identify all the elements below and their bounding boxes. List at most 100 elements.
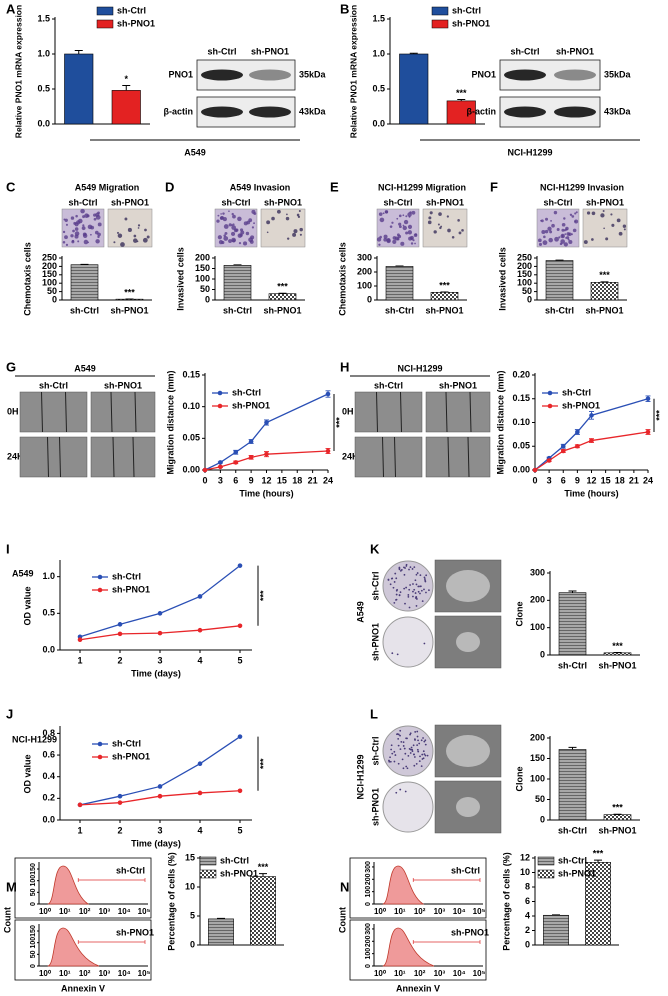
x-tick-label: 12: [261, 475, 271, 485]
y-tick-label: 100: [530, 622, 545, 632]
colony: [404, 602, 406, 605]
flow-x-tick-label: 10¹: [394, 907, 406, 916]
colony: [393, 760, 396, 763]
band: [554, 106, 596, 118]
x-tick-label: 6: [561, 475, 566, 485]
cell: [217, 235, 222, 240]
panel-letter: M: [6, 879, 17, 894]
cell: [396, 217, 399, 220]
colony: [406, 767, 409, 770]
cell: [84, 232, 87, 236]
x-axis-title: Time (hours): [564, 488, 618, 498]
band: [504, 69, 546, 81]
flow-x-tick-label: 10⁵: [138, 907, 151, 916]
wound-edge: [469, 391, 472, 433]
cell: [384, 210, 389, 214]
data-point: [325, 448, 331, 454]
y-tick-label: 0.5: [42, 608, 55, 618]
cell: [410, 237, 414, 240]
cell: [90, 233, 92, 236]
legend-swatch: [431, 6, 449, 16]
colony: [418, 760, 421, 763]
y-tick-label: 0.6: [42, 749, 55, 759]
data-point: [117, 800, 123, 805]
cell: [62, 241, 66, 244]
colony: [404, 790, 407, 793]
cell: [217, 214, 220, 217]
colony: [417, 750, 420, 753]
row-label: sh-PNO1: [370, 623, 380, 661]
cell: [378, 243, 381, 246]
x-tick-label: 5: [237, 825, 242, 835]
legend-label: sh-PNO1: [232, 400, 270, 410]
legend-swatch: [199, 856, 217, 866]
data-point: [645, 429, 651, 435]
flow-x-tick-label: 10⁴: [118, 907, 131, 916]
error-bar: [600, 281, 609, 283]
colony: [423, 740, 426, 743]
y-tick-label: 1.0: [37, 48, 50, 58]
cell: [569, 213, 573, 216]
bar: [385, 266, 414, 301]
legend-label: sh-PNO1: [452, 18, 490, 28]
band: [504, 106, 546, 118]
column-label: sh-Ctrl: [39, 380, 68, 390]
x-tick-label: sh-PNO1: [425, 305, 463, 315]
cell: [572, 228, 577, 233]
cell: [379, 217, 385, 223]
y-tick-label: 0.15: [182, 369, 200, 379]
colony: [404, 567, 406, 569]
data-point: [218, 464, 223, 470]
colony: [388, 759, 390, 762]
panel-letter: I: [6, 541, 10, 556]
cell-line-label: NCI-H1299: [12, 734, 57, 744]
size-label: 35kDa: [604, 69, 632, 79]
flow-x-tick-label: 10⁴: [453, 907, 466, 916]
colony: [411, 750, 414, 753]
y-tick-label: 150: [530, 753, 545, 763]
cell: [222, 217, 227, 222]
colony: [414, 731, 417, 733]
flow-x-tick-label: 10²: [414, 907, 426, 916]
x-tick-label: 1: [77, 825, 82, 835]
x-tick-label: 0: [532, 475, 537, 485]
cell: [574, 212, 577, 215]
cell: [427, 220, 432, 225]
panel-letter: H: [340, 359, 349, 374]
y-tick-label: 250: [42, 252, 57, 262]
cell: [544, 229, 549, 234]
cell-line-label: NCI-H1299: [397, 363, 442, 373]
cell: [95, 239, 100, 244]
colony: [412, 583, 414, 585]
colony: [420, 765, 423, 768]
y-tick-label: 0.20: [512, 369, 530, 379]
bar: [543, 914, 569, 946]
flow-x-tick-label: 10⁴: [453, 969, 466, 978]
cell: [438, 212, 442, 216]
cell: [77, 218, 83, 224]
colony: [391, 577, 394, 580]
cell: [538, 238, 542, 243]
legend-marker: [97, 741, 103, 747]
colony: [414, 592, 417, 594]
colony: [409, 748, 412, 751]
colony: [390, 744, 393, 747]
significance: ***: [599, 270, 610, 280]
x-axis-title: Time (hours): [239, 488, 293, 498]
bar: [603, 814, 632, 821]
flow-panel-label: sh-Ctrl: [451, 865, 480, 875]
x-tick-label: sh-PNO1: [263, 305, 301, 315]
cell: [133, 238, 138, 243]
cell: [75, 214, 78, 218]
cell: [542, 240, 548, 246]
flow-y-tick-label: 100: [30, 875, 37, 887]
cell: [297, 215, 301, 219]
flow-x-tick-label: 10¹: [394, 969, 406, 978]
cell: [378, 212, 383, 216]
cell: [65, 243, 69, 247]
flow-y-tick-label: 0: [30, 902, 37, 906]
x-tick-label: 24: [323, 475, 333, 485]
cell: [144, 228, 147, 232]
y-axis-title: Relative PNO1 mRNA expression: [348, 5, 358, 138]
y-axis-title: Chemotaxis cells: [337, 242, 347, 316]
